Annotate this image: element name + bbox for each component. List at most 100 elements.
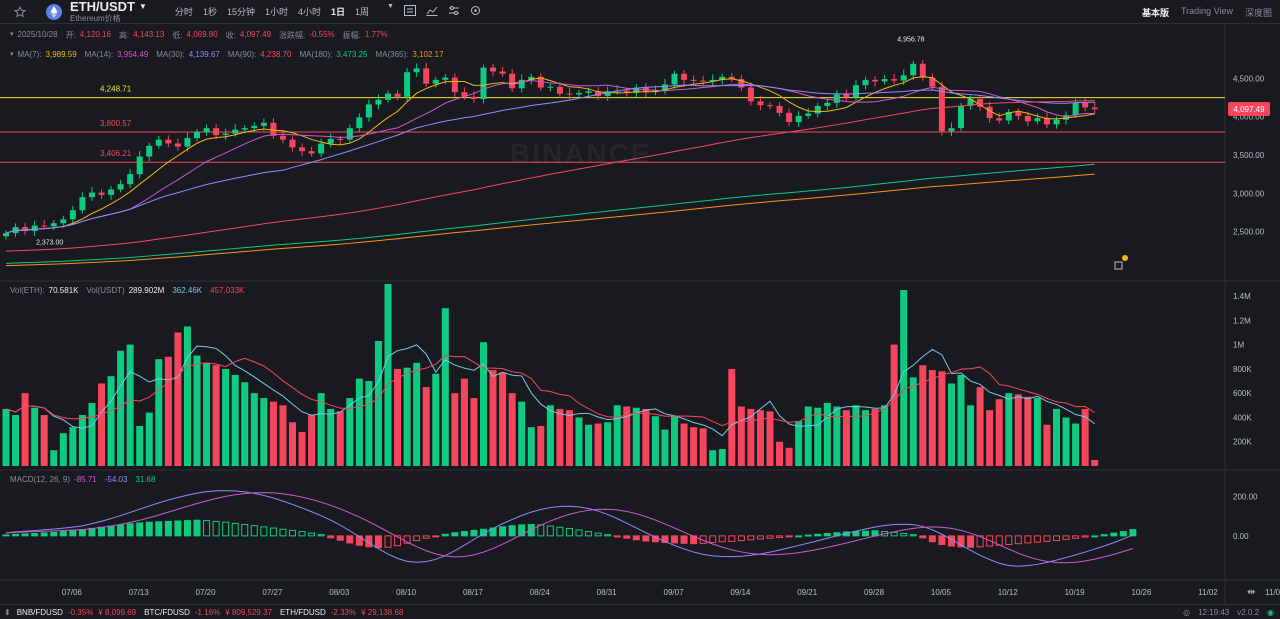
interval-dropdown-icon[interactable]: ▼ bbox=[387, 2, 394, 10]
candle-body bbox=[518, 79, 525, 89]
ticker-price: ¥ 29,138.68 bbox=[361, 607, 404, 617]
candle-body bbox=[996, 118, 1003, 121]
ohlc-info: ▾ 2025/10/28 开: 4,120.16 高: 4,143.13 低: 4,0… bbox=[10, 30, 392, 41]
ticker-item[interactable]: BTC/FDUSD -1.16% ¥ 809,529.37 bbox=[144, 608, 272, 617]
macd-histogram-bar bbox=[346, 535, 354, 544]
axis-settings-icon: ⇹ bbox=[1247, 587, 1255, 598]
candle-body bbox=[222, 133, 229, 136]
macd-histogram-bar bbox=[1005, 535, 1013, 545]
settings-icon[interactable] bbox=[448, 3, 460, 21]
interval-tab-1[interactable]: 1秒 bbox=[202, 7, 217, 17]
candle-body bbox=[41, 225, 48, 227]
macd-histogram-bar bbox=[441, 533, 449, 537]
macd-histogram-bar bbox=[1033, 535, 1041, 543]
ticker-item[interactable]: BNB/FDUSD -0.35% ¥ 8,099.69 bbox=[17, 608, 136, 617]
volume-bar bbox=[174, 332, 182, 466]
macd-histogram-bar bbox=[231, 522, 239, 537]
volume-bar bbox=[78, 415, 86, 466]
candle-body bbox=[69, 210, 76, 220]
interval-tab-6[interactable]: 1周 bbox=[355, 7, 370, 17]
volume-bar bbox=[88, 402, 96, 466]
volume-bar bbox=[413, 362, 421, 466]
vol-ma2-value: 457.033K bbox=[210, 286, 245, 295]
favorite-star-icon[interactable] bbox=[10, 2, 30, 22]
ma-label-5: MA(365): bbox=[375, 50, 409, 59]
volume-bar bbox=[900, 290, 908, 466]
volume-bar bbox=[1033, 398, 1041, 466]
view-switcher: 基本版 Trading View 深度图 bbox=[1142, 6, 1272, 19]
date-axis-tick: 07/20 bbox=[196, 588, 217, 597]
interval-tab-0[interactable]: 分时 bbox=[174, 7, 193, 17]
macd-label: MACD(12, 26, 9) bbox=[10, 475, 71, 484]
volume-axis-tick: 400K bbox=[1233, 413, 1252, 422]
candle-body bbox=[900, 75, 907, 81]
top-toolbar: ETH/USDT ▼ Ethereum价格 分时 1秒 15分钟 1小时 4小时 1日 1周 … bbox=[0, 0, 1280, 24]
candle-body bbox=[509, 73, 516, 89]
ma-line-3 bbox=[5, 100, 1095, 252]
volume-bar bbox=[680, 423, 688, 466]
macd-histogram-bar bbox=[604, 534, 612, 537]
candle-body bbox=[528, 76, 535, 80]
candle-body bbox=[88, 192, 95, 198]
macd-histogram-bar bbox=[1091, 535, 1099, 538]
macd-histogram-bar bbox=[193, 519, 201, 537]
ma-line-0 bbox=[5, 76, 1095, 234]
volume-bar bbox=[766, 411, 774, 466]
candle-body bbox=[356, 117, 363, 129]
collapse-chevron-icon[interactable]: ▾ bbox=[10, 31, 14, 38]
candle-body bbox=[814, 105, 821, 114]
ticker-item[interactable]: ETH/FDUSD -2.33% ¥ 29,138.68 bbox=[280, 608, 403, 617]
volume-bar bbox=[556, 408, 564, 466]
macd-histogram-bar bbox=[976, 535, 984, 548]
volume-ma-line bbox=[5, 354, 1095, 427]
macd-histogram-bar bbox=[776, 535, 784, 538]
volume-info: Vol(ETH): 70.581K Vol(USDT) 289.902M 362… bbox=[10, 286, 248, 295]
candle-body bbox=[289, 139, 296, 148]
view-tab-2[interactable]: 深度图 bbox=[1244, 8, 1272, 18]
volume-bar bbox=[1005, 393, 1013, 466]
volume-bar bbox=[527, 427, 535, 466]
ma-value-2: 4,139.67 bbox=[188, 50, 220, 59]
indicators-icon[interactable] bbox=[403, 3, 416, 21]
open-label: 开: bbox=[65, 31, 76, 40]
ma-label-1: MA(14): bbox=[84, 50, 114, 59]
candle-body bbox=[977, 99, 984, 107]
pair-selector[interactable]: ETH/USDT ▼ Ethereum价格 bbox=[70, 0, 147, 23]
macd-value: -85.71 bbox=[74, 475, 97, 484]
volume-bar bbox=[833, 406, 841, 466]
candle-body bbox=[786, 112, 793, 123]
date-axis-tick: 10/12 bbox=[998, 588, 1019, 597]
interval-tab-5[interactable]: 1日 bbox=[331, 7, 346, 17]
ticker-list: BNB/FDUSD -0.35% ¥ 8,099.69 BTC/FDUSD -1.16%… bbox=[17, 608, 412, 617]
volume-bar bbox=[241, 382, 249, 466]
line-chart-icon[interactable] bbox=[426, 3, 438, 21]
date-axis-tick: 09/28 bbox=[864, 588, 885, 597]
candle-body bbox=[690, 79, 697, 81]
candle-body bbox=[776, 105, 783, 113]
price-axis-tick: 3,500.00 bbox=[1233, 151, 1265, 160]
vol-ma-value: 362.46K bbox=[172, 286, 203, 295]
headset-icon[interactable]: ◎ bbox=[1183, 607, 1191, 617]
macd-histogram-bar bbox=[260, 526, 268, 537]
price-axis-tick: 4,000.00 bbox=[1233, 113, 1265, 122]
volume-bar bbox=[31, 407, 39, 466]
candle-body bbox=[31, 225, 38, 231]
candle-body bbox=[22, 227, 29, 231]
macd-histogram-bar bbox=[613, 535, 621, 538]
view-tab-0[interactable]: 基本版 bbox=[1141, 8, 1169, 18]
high-annotation: 4,956.78 bbox=[897, 36, 924, 43]
candle-body bbox=[241, 128, 248, 130]
interval-tab-2[interactable]: 15分钟 bbox=[226, 7, 255, 17]
interval-tab-4[interactable]: 4小时 bbox=[297, 7, 321, 17]
crosshair-icon[interactable] bbox=[470, 3, 481, 21]
ma-value-1: 3,954.49 bbox=[117, 50, 149, 59]
macd-histogram-bar bbox=[967, 535, 975, 548]
date-axis-tick: 11/09 bbox=[1265, 588, 1280, 597]
view-tab-1[interactable]: Trading View bbox=[1180, 6, 1233, 16]
interval-tab-3[interactable]: 1小时 bbox=[264, 7, 288, 17]
collapse-chevron-icon[interactable]: ▾ bbox=[10, 51, 14, 58]
macd-histogram-bar bbox=[499, 526, 507, 537]
macd-histogram-bar bbox=[928, 535, 936, 543]
volume-bar bbox=[518, 401, 526, 466]
